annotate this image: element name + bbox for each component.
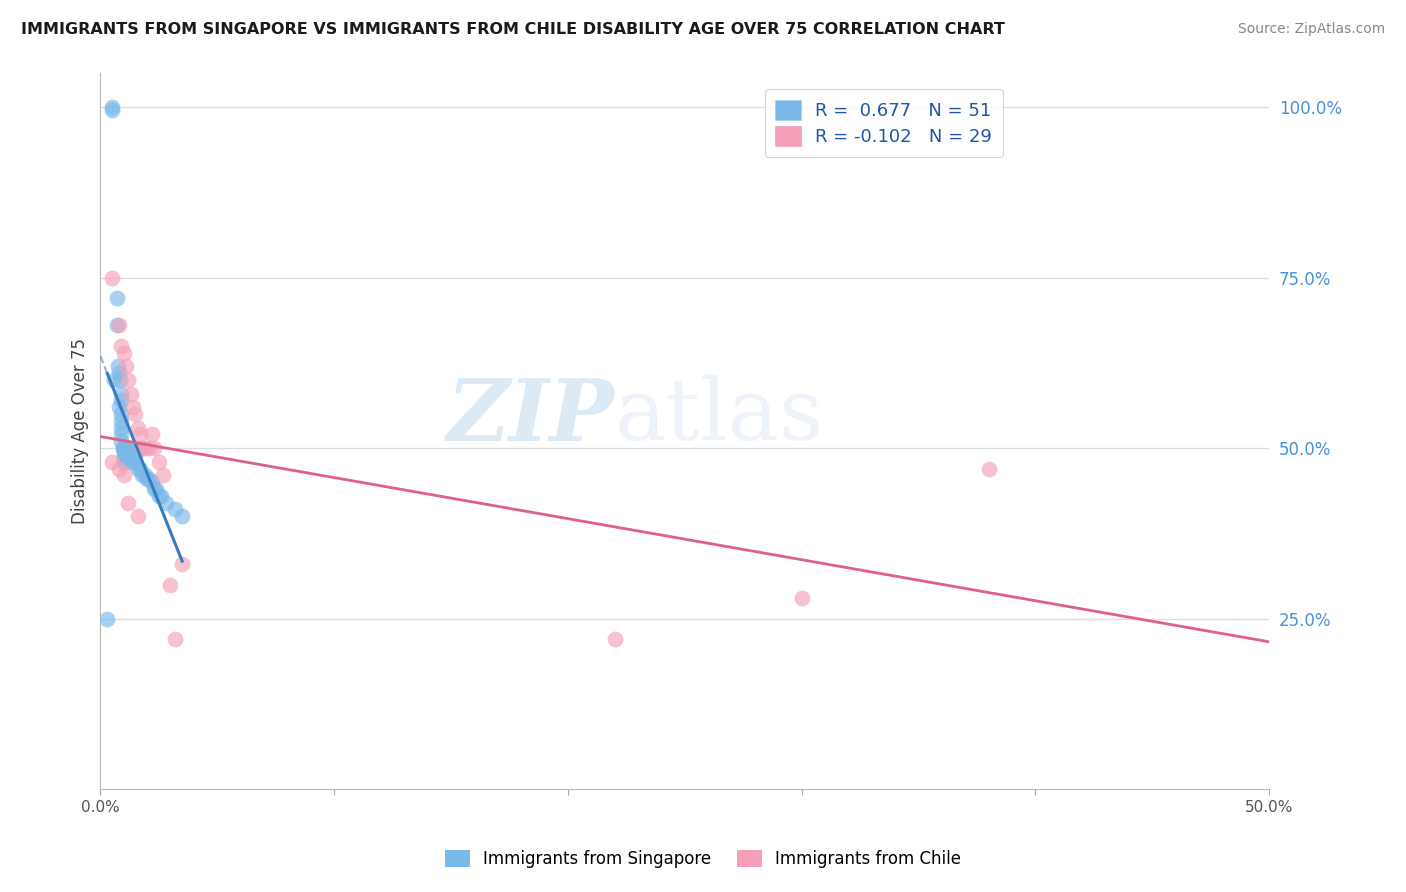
Text: IMMIGRANTS FROM SINGAPORE VS IMMIGRANTS FROM CHILE DISABILITY AGE OVER 75 CORREL: IMMIGRANTS FROM SINGAPORE VS IMMIGRANTS … xyxy=(21,22,1005,37)
Point xyxy=(112,455,135,469)
Point xyxy=(117,496,139,510)
Point xyxy=(112,441,135,455)
Point xyxy=(117,373,139,387)
Point xyxy=(129,461,152,475)
Point xyxy=(108,400,131,414)
Point xyxy=(136,472,159,486)
Point xyxy=(145,482,167,496)
Point xyxy=(108,318,131,333)
Point xyxy=(103,373,125,387)
Point xyxy=(101,100,124,114)
Point xyxy=(117,451,139,466)
Text: atlas: atlas xyxy=(614,376,824,458)
Point xyxy=(110,386,132,401)
Point xyxy=(152,468,174,483)
Point xyxy=(112,448,135,462)
Point xyxy=(148,455,170,469)
Point xyxy=(122,448,145,462)
Point xyxy=(143,482,166,496)
Point xyxy=(122,441,145,455)
Point xyxy=(105,318,128,333)
Legend: Immigrants from Singapore, Immigrants from Chile: Immigrants from Singapore, Immigrants fr… xyxy=(439,843,967,875)
Text: ZIP: ZIP xyxy=(447,375,614,458)
Point xyxy=(127,461,149,475)
Point xyxy=(131,441,153,455)
Point xyxy=(127,420,149,434)
Point xyxy=(141,475,163,490)
Point xyxy=(143,441,166,455)
Point xyxy=(603,632,626,646)
Point xyxy=(129,427,152,442)
Point xyxy=(105,291,128,305)
Point xyxy=(122,400,145,414)
Point xyxy=(112,345,135,359)
Point xyxy=(117,444,139,458)
Point xyxy=(101,270,124,285)
Point xyxy=(110,407,132,421)
Point xyxy=(131,468,153,483)
Point xyxy=(110,393,132,408)
Point xyxy=(112,441,135,455)
Point xyxy=(138,472,160,486)
Point xyxy=(790,591,813,606)
Legend: R =  0.677   N = 51, R = -0.102   N = 29: R = 0.677 N = 51, R = -0.102 N = 29 xyxy=(765,89,1002,157)
Point xyxy=(977,461,1000,475)
Point xyxy=(115,359,138,374)
Point xyxy=(134,441,156,455)
Y-axis label: Disability Age Over 75: Disability Age Over 75 xyxy=(72,338,89,524)
Point xyxy=(101,455,124,469)
Point xyxy=(115,448,138,462)
Point xyxy=(108,366,131,380)
Point xyxy=(150,489,173,503)
Point xyxy=(111,441,134,455)
Point xyxy=(172,509,194,524)
Point xyxy=(138,441,160,455)
Point xyxy=(112,444,135,458)
Point xyxy=(159,577,181,591)
Point xyxy=(165,502,187,516)
Point xyxy=(127,441,149,455)
Point xyxy=(148,489,170,503)
Point xyxy=(124,455,146,469)
Point xyxy=(127,509,149,524)
Point xyxy=(108,461,131,475)
Point xyxy=(96,612,118,626)
Point xyxy=(120,386,142,401)
Point xyxy=(124,407,146,421)
Point xyxy=(110,373,132,387)
Point xyxy=(110,414,132,428)
Point xyxy=(112,468,135,483)
Point xyxy=(120,455,142,469)
Point xyxy=(155,496,177,510)
Point xyxy=(110,339,132,353)
Point xyxy=(141,427,163,442)
Point xyxy=(112,451,135,466)
Point xyxy=(110,434,132,449)
Point xyxy=(101,103,124,118)
Point xyxy=(111,441,134,455)
Text: Source: ZipAtlas.com: Source: ZipAtlas.com xyxy=(1237,22,1385,37)
Point xyxy=(115,444,138,458)
Point xyxy=(110,427,132,442)
Point xyxy=(165,632,187,646)
Point xyxy=(115,441,138,455)
Point xyxy=(134,468,156,483)
Point xyxy=(112,441,135,455)
Point xyxy=(124,448,146,462)
Point xyxy=(110,420,132,434)
Point xyxy=(172,557,194,571)
Point xyxy=(107,359,129,374)
